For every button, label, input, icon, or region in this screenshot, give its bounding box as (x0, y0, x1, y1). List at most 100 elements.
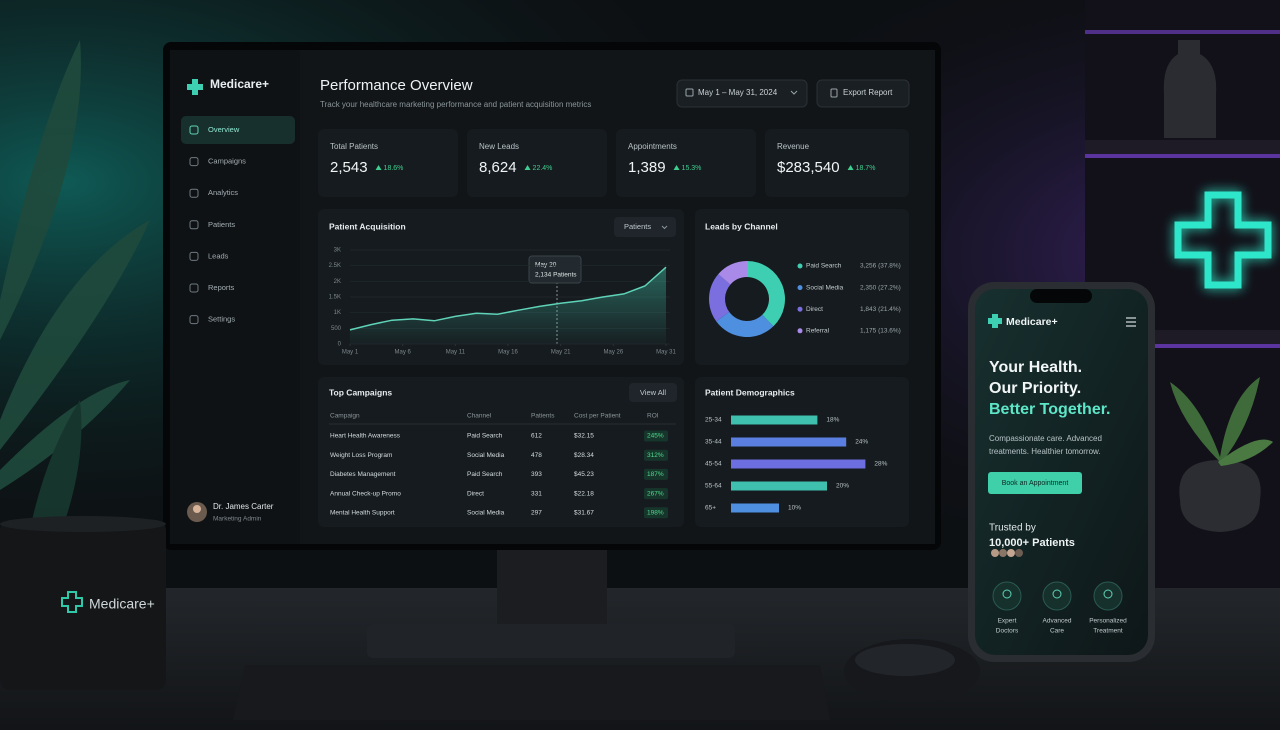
nav-item[interactable]: Leads (208, 251, 229, 260)
chevron (661, 225, 668, 230)
feature-label: Expert (998, 618, 1017, 625)
value-label: 20% (836, 483, 849, 490)
panel-title: Patient Acquisition (329, 221, 406, 231)
table-cell: 478 (531, 452, 542, 459)
x-tick-label: May 31 (656, 350, 676, 356)
avatar-face (193, 505, 201, 513)
donut-slice (708, 274, 731, 322)
bar (731, 415, 818, 425)
kpi-change: 18.7% (856, 165, 876, 172)
table-cell: 331 (531, 490, 542, 497)
table-cell: 198% (647, 510, 664, 517)
nav-item[interactable]: Settings (208, 315, 235, 324)
nav-item[interactable]: Reports (208, 283, 235, 292)
kpi-change: 18.6% (384, 165, 404, 172)
mouse-highlight (855, 644, 955, 676)
panel-title: Patient Demographics (705, 387, 795, 397)
nav-item[interactable]: Analytics (208, 188, 238, 197)
legend-label: Social Media (806, 284, 844, 291)
nav-icon (189, 251, 199, 261)
nav-item[interactable]: Campaigns (208, 157, 246, 166)
roi-pill (644, 430, 668, 442)
y-tick-label: 2K (334, 279, 341, 285)
legend-swatch (797, 263, 803, 269)
feature-label: Personalized (1089, 618, 1127, 625)
x-tick-label: May 26 (603, 350, 623, 356)
y-tick-label: 0 (338, 342, 342, 348)
table-cell: Paid Search (467, 433, 503, 440)
table-cell: 297 (531, 510, 542, 517)
kpi-arrow (673, 165, 680, 170)
feature-glyph (1002, 589, 1012, 599)
value-label: 28% (874, 461, 887, 468)
page-title: Performance Overview (320, 77, 473, 94)
view-all-button[interactable] (629, 383, 677, 402)
kpi-card (765, 129, 909, 197)
phone-headline: Better Together. (989, 401, 1111, 418)
kpi-value: $283,540 (777, 159, 840, 176)
category-label: 65+ (705, 505, 716, 512)
phone-intro: treatments. Healthier tomorrow. (989, 447, 1101, 456)
y-tick-label: 1K (334, 310, 341, 316)
tooltip (528, 255, 582, 284)
tooltip-text: 2,134 Patients (535, 272, 577, 279)
x-tick-label: May 21 (551, 350, 571, 356)
feature-glyph (1103, 589, 1113, 599)
nav-icon (189, 220, 199, 230)
table-cell: 267% (647, 490, 664, 497)
user-role: Marketing Admin (213, 516, 262, 523)
feature-icon (1042, 581, 1072, 611)
bar (731, 503, 779, 513)
user-name: Dr. James Carter (213, 502, 274, 511)
category-label: 35-44 (705, 439, 722, 446)
series-select[interactable] (614, 217, 676, 237)
table-cell: 612 (531, 433, 542, 440)
panel-title: Leads by Channel (705, 221, 778, 231)
nav-item[interactable]: Overview (208, 125, 240, 134)
bar (731, 481, 827, 491)
panel-title: Top Campaigns (329, 387, 392, 397)
value-label: 1,843 (21.4%) (860, 306, 901, 313)
kpi-card (467, 129, 607, 197)
table-cell: Mental Health Support (330, 510, 395, 517)
donut-slice (716, 311, 774, 338)
feature-label: Doctors (996, 628, 1019, 635)
legend-label: Referral (806, 328, 830, 335)
mug (0, 516, 166, 690)
category-label: 45-54 (705, 461, 722, 468)
kpi-label: Revenue (777, 142, 810, 151)
trust-label: Trusted by (989, 523, 1036, 534)
y-tick-label: 3K (334, 248, 341, 254)
y-tick-label: 500 (331, 326, 342, 332)
export-button[interactable] (816, 79, 910, 108)
calendar-icon (685, 88, 694, 97)
roi-pill (644, 507, 668, 519)
kpi-label: New Leads (479, 142, 519, 151)
kpi-value: 1,389 (628, 159, 666, 176)
table-cell: Social Media (467, 510, 505, 517)
trust-value: 10,000+ Patients (989, 537, 1075, 549)
value-label: 18% (826, 417, 839, 424)
legend-label: Paid Search (806, 263, 842, 270)
cta-label: Book an Appointment (1002, 480, 1069, 487)
feature-label: Care (1050, 628, 1064, 635)
y-tick-label: 1.5K (329, 295, 341, 301)
legend-swatch (797, 306, 803, 312)
roi-pill (644, 488, 668, 500)
demographics-panel (695, 377, 909, 527)
logo-icon (187, 79, 203, 95)
feature-icon (1093, 581, 1123, 611)
nav-icon (189, 157, 199, 167)
kpi-arrow (847, 165, 854, 170)
kpi-value: 8,624 (479, 159, 517, 176)
date-picker[interactable] (676, 79, 808, 108)
table-cell: Weight Loss Program (330, 452, 392, 459)
feature-label: Advanced (1043, 618, 1072, 625)
cta-button[interactable] (988, 472, 1082, 494)
phone (968, 282, 1155, 662)
x-tick-label: May 1 (342, 350, 359, 356)
feature-label: Treatment (1093, 628, 1123, 635)
nav-item[interactable]: Patients (208, 220, 235, 229)
export-icon (830, 88, 838, 98)
